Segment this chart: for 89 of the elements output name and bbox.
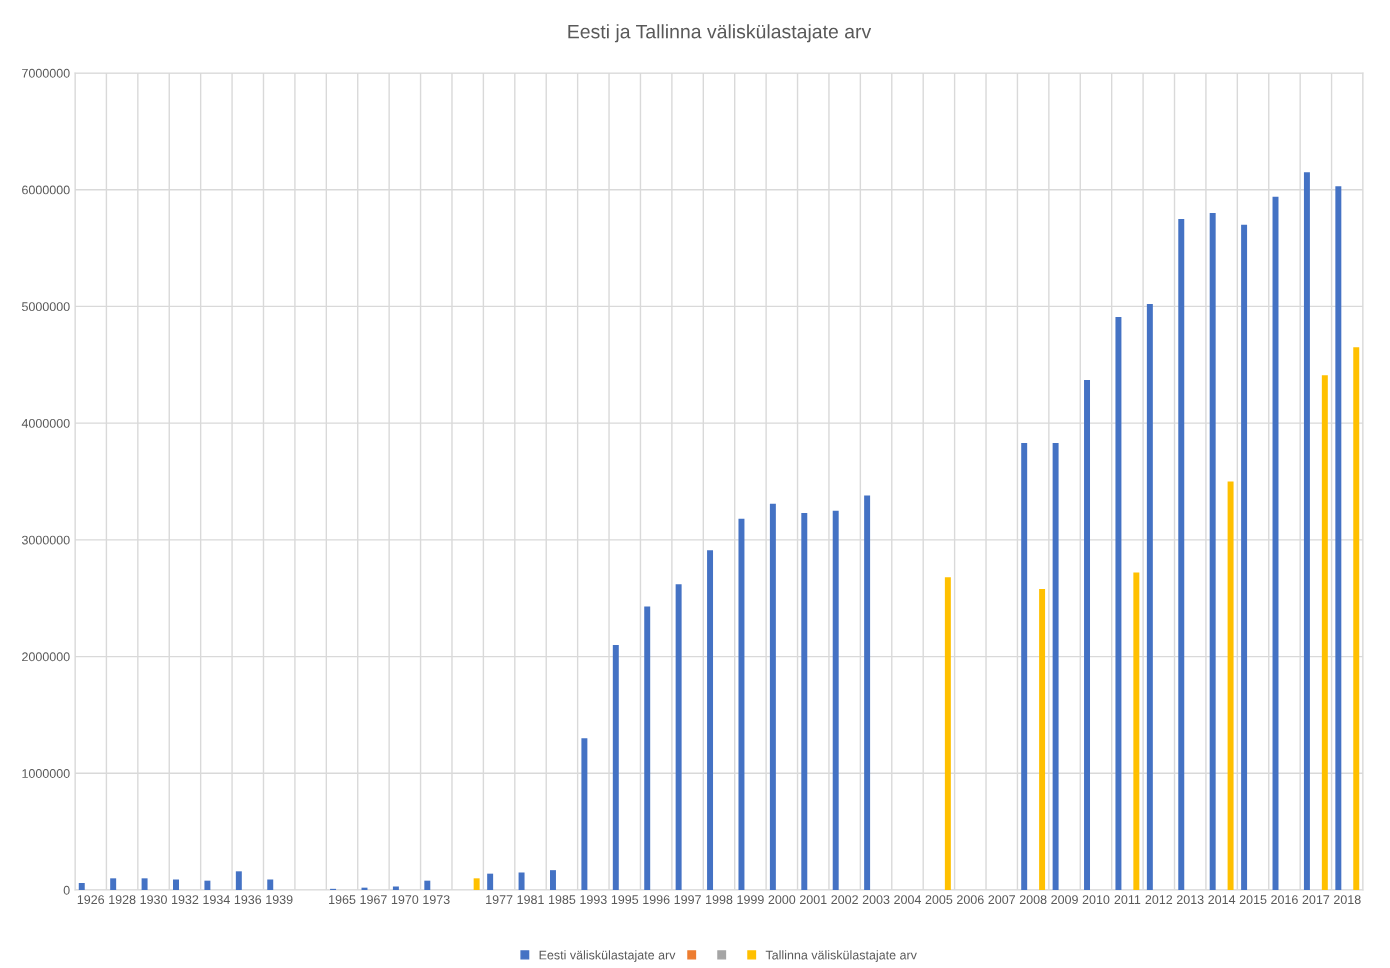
- x-tick-label: 2010: [1082, 895, 1110, 905]
- bar: [1115, 316, 1122, 890]
- bar: [392, 886, 399, 890]
- y-tick-label: 6000000: [22, 185, 70, 195]
- bar: [944, 577, 951, 890]
- x-tick-label: 1939: [266, 895, 293, 905]
- x-tick-label: 1993: [580, 895, 607, 905]
- y-tick-label: 0: [63, 885, 70, 895]
- bar: [141, 878, 148, 890]
- x-tick-label: 1967: [360, 895, 387, 905]
- bar: [1039, 588, 1046, 890]
- x-tick-label: 2017: [1302, 895, 1330, 905]
- x-tick-label: 2013: [1176, 895, 1204, 905]
- x-tick-label: 2008: [1019, 895, 1047, 905]
- x-tick-label: 1977: [486, 895, 513, 905]
- x-tick-label: 1981: [517, 895, 544, 905]
- bar: [1133, 572, 1140, 890]
- x-tick-label: 2004: [894, 895, 922, 905]
- x-tick-label: 1973: [423, 895, 450, 905]
- bar: [1241, 224, 1248, 890]
- bar: [549, 870, 556, 890]
- bar: [487, 873, 494, 890]
- x-tick-label: 2007: [988, 895, 1016, 905]
- bar: [832, 510, 839, 890]
- bar: [612, 644, 619, 890]
- x-tick-label: 1934: [203, 895, 230, 905]
- x-tick-label: 1999: [737, 895, 764, 905]
- bar: [801, 513, 808, 890]
- bar: [769, 503, 776, 890]
- x-tick-label: 1970: [391, 895, 419, 905]
- x-tick-label: 1996: [643, 895, 670, 905]
- y-tick-label: 5000000: [21, 302, 70, 312]
- x-tick-label: 2000: [768, 895, 796, 905]
- x-tick-label: 2011: [1114, 895, 1141, 905]
- x-tick-label: 1998: [706, 895, 733, 905]
- x-tick-label: 1995: [611, 895, 639, 905]
- bar: [675, 584, 682, 890]
- bar: [1084, 379, 1091, 890]
- bar: [267, 879, 274, 890]
- bar: [204, 880, 211, 890]
- x-tick-label: 1985: [548, 895, 576, 905]
- bar: [1353, 347, 1360, 890]
- bar: [738, 518, 745, 890]
- bar: [173, 879, 179, 890]
- x-tick-label: 2003: [862, 895, 890, 905]
- x-tick-label: 2012: [1145, 895, 1173, 905]
- x-tick-label: 2016: [1271, 895, 1298, 905]
- x-tick-label: 2009: [1051, 895, 1078, 905]
- bar: [424, 880, 431, 890]
- x-tick-label: 1930: [140, 895, 167, 905]
- bar: [581, 738, 588, 890]
- bar: [1209, 213, 1216, 890]
- x-tick-label: 2006: [957, 895, 984, 905]
- bar: [78, 883, 85, 890]
- y-tick-label: 1000000: [22, 769, 70, 778]
- chart-title: Eesti ja Tallinna väliskülastajate arv: [568, 24, 872, 43]
- x-tick-label: 1997: [674, 895, 701, 905]
- bar: [110, 878, 117, 890]
- y-tick-label: 7000000: [22, 68, 70, 78]
- x-tick-label: 1936: [234, 895, 262, 905]
- y-tick-label: 4000000: [21, 418, 70, 428]
- bar: [707, 550, 714, 890]
- x-tick-label: 2002: [831, 895, 858, 905]
- bar: [1303, 172, 1310, 890]
- bar: [1227, 481, 1234, 890]
- y-tick-label: 2000000: [22, 652, 70, 662]
- x-tick-label: 2014: [1208, 895, 1236, 905]
- bar: [644, 606, 651, 890]
- x-tick-label: 1965: [329, 895, 356, 905]
- bar: [518, 872, 525, 890]
- y-tick-label: 3000000: [21, 535, 70, 545]
- bar: [1146, 304, 1153, 890]
- bar: [473, 878, 480, 890]
- bar: [235, 871, 242, 890]
- legend-label: Eesti väliskülastajate arv: [539, 950, 676, 962]
- x-tick-label: 1926: [77, 895, 105, 905]
- bar: [1178, 218, 1185, 890]
- x-tick-label: 1932: [172, 895, 199, 905]
- bar: [864, 495, 871, 890]
- x-tick-label: 2015: [1239, 895, 1267, 905]
- bar: [1321, 375, 1328, 890]
- bar: [1021, 442, 1028, 890]
- x-tick-label: 2005: [925, 895, 953, 905]
- x-tick-label: 2001: [799, 895, 827, 905]
- x-tick-label: 1928: [109, 895, 136, 905]
- x-tick-label: 2018: [1334, 895, 1361, 905]
- bar: [1335, 186, 1342, 890]
- bar: [1052, 442, 1059, 890]
- legend-label: Tallinna väliskülastajate arv: [765, 950, 917, 962]
